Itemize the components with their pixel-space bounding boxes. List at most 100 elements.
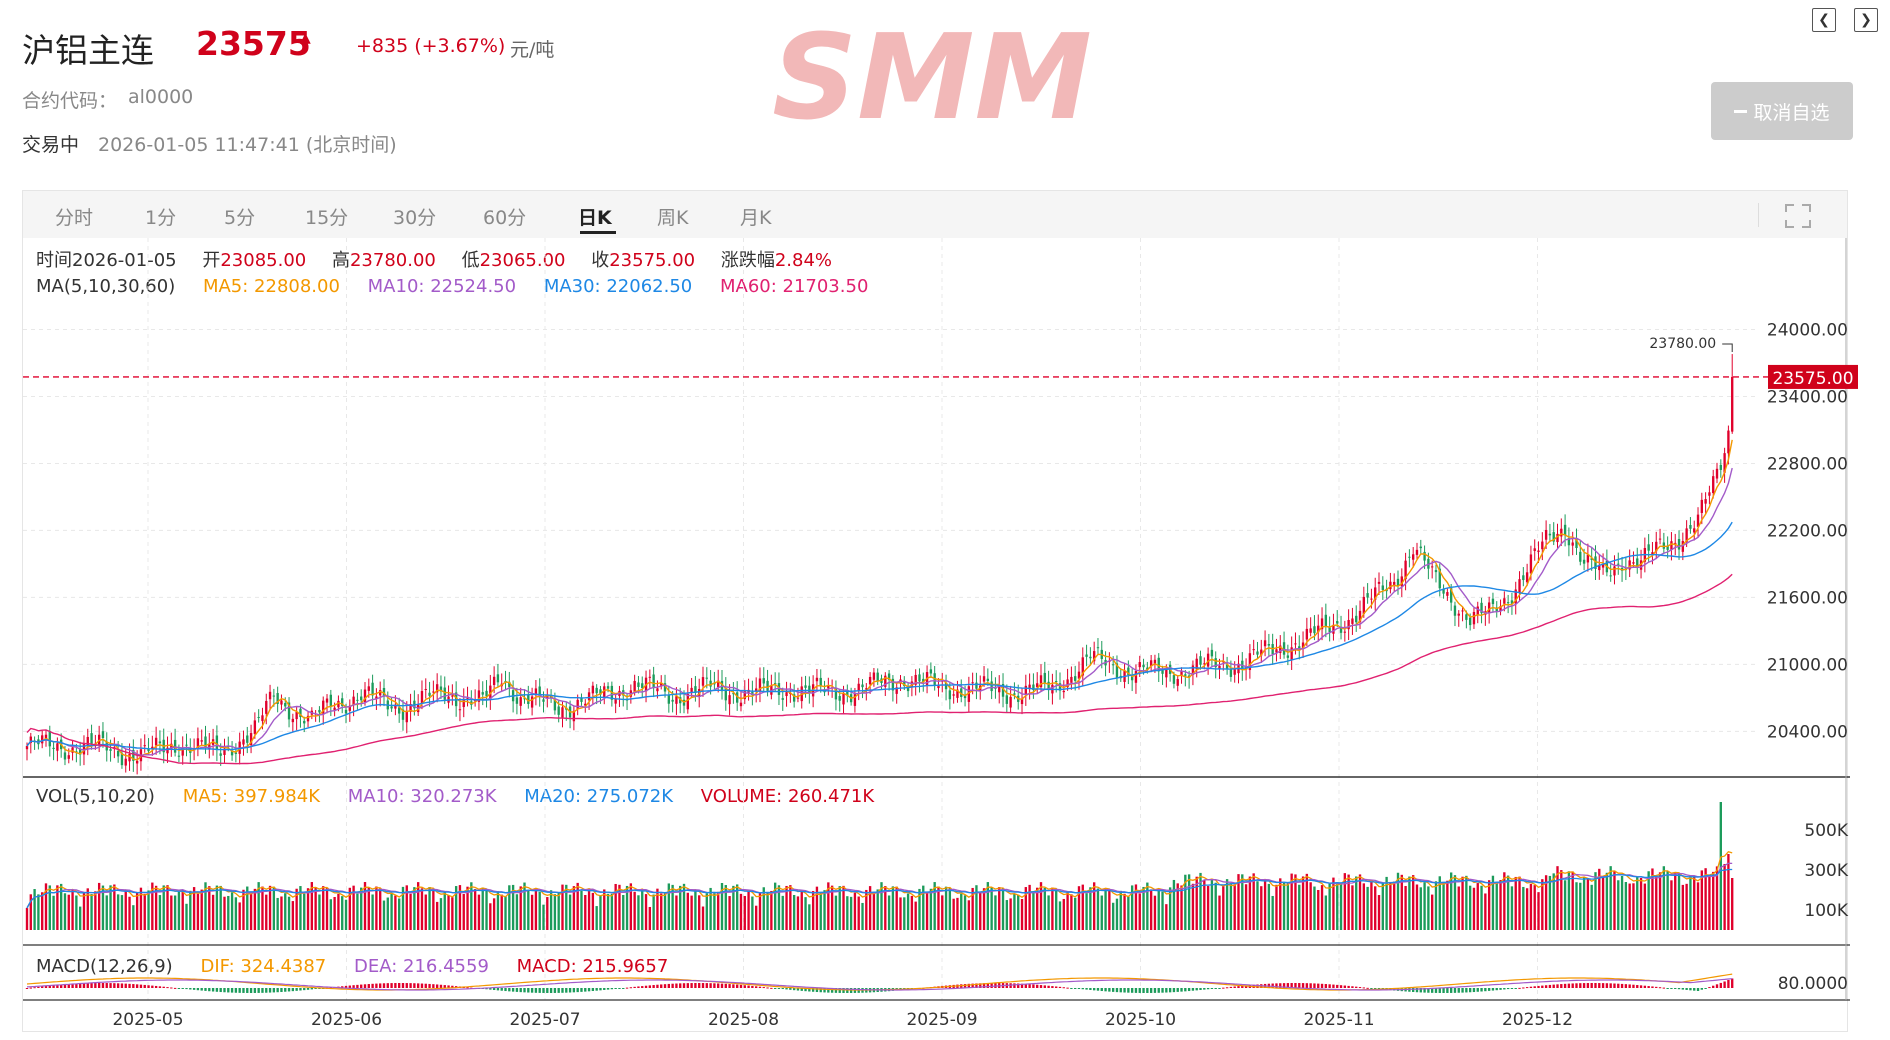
candle-body [1655, 541, 1658, 552]
candle-body [1404, 560, 1407, 580]
candle-body [1575, 539, 1578, 549]
candle-body [587, 692, 591, 701]
volume-bar [1472, 887, 1476, 930]
macd-bar [1431, 988, 1434, 993]
candle-body [1476, 606, 1479, 616]
volume-bar [682, 883, 686, 930]
candle-body [496, 674, 500, 683]
volume-bar [504, 896, 507, 930]
tab-weekly[interactable]: 周K [657, 207, 689, 229]
volume-bar [906, 893, 910, 930]
macd-bar [1146, 988, 1149, 993]
candle-body [918, 674, 921, 682]
volume-bar [663, 892, 667, 930]
macd-bar [1374, 988, 1377, 989]
dif-line [26, 973, 1733, 991]
volume-bar [1708, 876, 1711, 930]
volume-bar [48, 885, 51, 930]
chevron-left-icon[interactable]: ❮ [1812, 8, 1836, 32]
tab-timeshare[interactable]: 分时 [55, 207, 94, 229]
macd-bar [360, 984, 363, 988]
volume-bar [390, 892, 393, 930]
volume-bar [834, 895, 838, 930]
macd-bar [295, 988, 298, 991]
macd-bar [1343, 985, 1347, 988]
candle-body [1355, 615, 1358, 623]
chevron-right-icon[interactable]: ❯ [1854, 8, 1878, 32]
macd-bar [1085, 988, 1088, 990]
macd-bar [1468, 988, 1472, 993]
candle-body [887, 673, 891, 680]
volume-bar [409, 893, 412, 930]
volume-bar [637, 895, 640, 930]
volume-bar [770, 890, 773, 930]
volume-bar [1385, 876, 1388, 930]
volume-bar [1229, 882, 1233, 930]
macd-bar [135, 984, 139, 988]
macd-bar [379, 983, 382, 988]
candle-body [819, 677, 822, 687]
volume-bar [1111, 902, 1115, 930]
high-label: 高 [331, 250, 350, 271]
candle-body [1666, 545, 1669, 550]
volume-bar [1423, 882, 1426, 930]
tab-1min[interactable]: 1分 [145, 207, 177, 229]
volume-bar [1468, 885, 1472, 930]
macd-bar [1055, 986, 1058, 988]
volume-bar [1617, 880, 1620, 930]
macd-bar [701, 983, 705, 988]
macd-bar [1677, 988, 1681, 990]
macd-bar [489, 988, 492, 990]
volume-bar [1446, 880, 1449, 930]
fullscreen-icon[interactable] [1785, 204, 1811, 228]
candle-body [1563, 524, 1567, 536]
volume-bar [1047, 895, 1050, 930]
tab-15min[interactable]: 15分 [305, 207, 349, 229]
volume-bar [1028, 884, 1031, 930]
volume-bar [1199, 872, 1202, 930]
macd-bar [1427, 988, 1430, 993]
candle-body [481, 692, 484, 695]
volume-bar [1009, 898, 1012, 930]
candle-body [538, 686, 541, 696]
candle-body [865, 688, 868, 690]
volume-bar [1419, 887, 1422, 930]
smm-watermark-logo: SMM [772, 20, 1092, 125]
macd-bar [128, 983, 131, 988]
volume-bar [633, 891, 636, 930]
candle-body [1005, 695, 1009, 704]
volume-bar [1400, 874, 1403, 930]
volume-bar [1024, 887, 1027, 930]
tab-5min[interactable]: 5分 [224, 207, 256, 229]
macd-bar [1415, 988, 1419, 993]
close-value: 23575.00 [609, 250, 696, 271]
volume-bar [1275, 884, 1278, 930]
volume-bar [1674, 872, 1677, 930]
tab-monthly[interactable]: 月K [740, 207, 772, 229]
tab-30min[interactable]: 30分 [393, 207, 437, 229]
macd-bar [253, 988, 257, 993]
volume-bar [287, 896, 291, 930]
volume-bar [622, 894, 625, 930]
macd-bar [504, 988, 507, 992]
volume-bar [792, 894, 796, 930]
macd-bar [1051, 986, 1054, 988]
volume-bar [1582, 877, 1586, 930]
candle-body [834, 688, 838, 700]
tab-daily[interactable]: 日K [578, 207, 612, 229]
macd-bar [447, 985, 450, 988]
tab-60min[interactable]: 60分 [483, 207, 527, 229]
macd-bar [1355, 986, 1358, 988]
volume-bar [1317, 890, 1320, 930]
macd-bar [842, 988, 845, 993]
volume-bar [903, 897, 906, 930]
volume-bar [1389, 882, 1392, 930]
volume-bar [1704, 868, 1707, 930]
macd-bar [314, 988, 317, 990]
remove-favorite-button[interactable]: 取消自选 [1711, 82, 1853, 140]
volume-bar [1218, 895, 1221, 930]
vol-ma20-line [26, 868, 1733, 909]
macd-bar [1552, 984, 1555, 988]
volume-bar [853, 892, 857, 930]
